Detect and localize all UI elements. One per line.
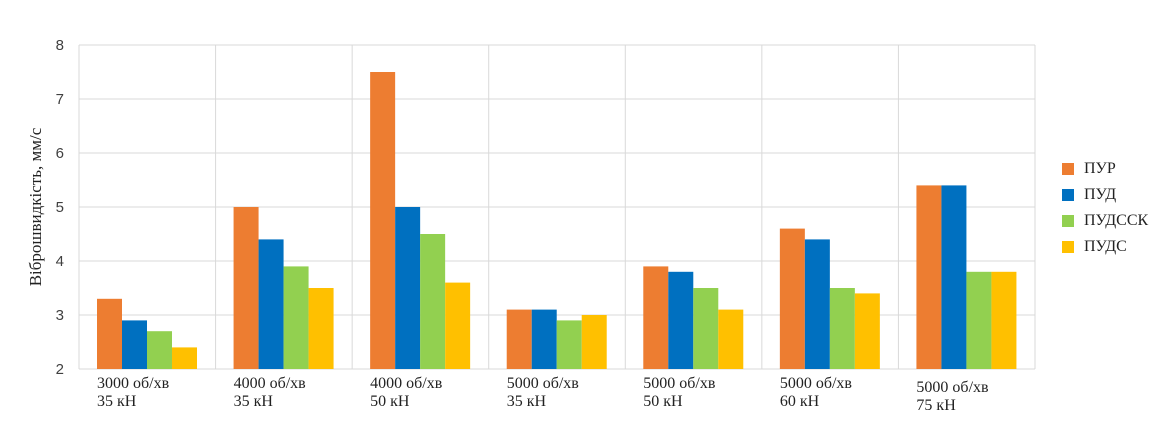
y-axis-label: Віброшвидкість, мм/с	[26, 127, 45, 286]
bar	[779, 228, 805, 369]
x-category-label: 35 кН	[234, 393, 274, 410]
legend-label: ПУР	[1084, 160, 1116, 177]
x-category-label: 5000 об/хв	[507, 375, 580, 392]
x-category-label: 60 кН	[780, 393, 820, 410]
legend-label: ПУДС	[1084, 238, 1127, 255]
legend-swatch	[1062, 215, 1074, 227]
x-category-label: 5000 об/хв	[643, 375, 716, 392]
y-tick-label: 6	[56, 145, 64, 162]
legend-swatch	[1062, 241, 1074, 253]
x-category-label: 5000 об/хв	[916, 379, 989, 396]
legend-swatch	[1062, 163, 1074, 175]
bar	[829, 288, 855, 369]
legend-swatch	[1062, 189, 1074, 201]
y-tick-label: 7	[56, 91, 64, 108]
bar	[445, 282, 471, 369]
bar	[531, 309, 557, 369]
bar	[941, 185, 967, 369]
x-category-label: 3000 об/хв	[97, 375, 170, 392]
x-category-label: 50 кН	[643, 393, 683, 410]
bar	[370, 72, 396, 369]
bar	[420, 234, 446, 369]
bar	[308, 288, 334, 369]
legend: ПУР ПУД ПУДССК ПУДС	[1062, 156, 1148, 260]
y-tick-label: 8	[56, 37, 64, 54]
bar	[97, 298, 122, 369]
bar	[668, 271, 694, 369]
bar	[172, 347, 197, 369]
y-tick-label: 2	[56, 361, 64, 378]
bar	[556, 320, 582, 369]
bar	[718, 309, 744, 369]
legend-item-pur: ПУР	[1062, 156, 1148, 182]
bar	[991, 271, 1017, 369]
y-tick-label: 5	[56, 199, 64, 216]
bar	[258, 239, 284, 369]
x-category-label: 50 кН	[370, 393, 410, 410]
bar	[854, 293, 880, 369]
legend-label: ПУД	[1084, 186, 1117, 203]
bar	[693, 288, 719, 369]
legend-item-pud: ПУД	[1062, 182, 1148, 208]
bar	[283, 266, 309, 369]
bar	[233, 207, 259, 369]
bar	[506, 309, 532, 369]
bar	[916, 185, 942, 369]
x-category-label: 35 кН	[97, 393, 137, 410]
bar	[147, 331, 172, 369]
y-tick-label: 4	[56, 253, 64, 270]
x-category-label: 5000 об/хв	[780, 375, 853, 392]
x-category-label: 4000 об/хв	[370, 375, 443, 392]
bar	[581, 315, 607, 369]
legend-item-puds: ПУДС	[1062, 234, 1148, 260]
x-category-label: 75 кН	[916, 397, 956, 414]
x-category-label: 4000 об/хв	[234, 375, 307, 392]
y-tick-label: 3	[56, 307, 64, 324]
legend-label: ПУДССК	[1084, 212, 1149, 229]
bar	[122, 320, 147, 369]
x-category-label: 35 кН	[507, 393, 547, 410]
bar	[643, 266, 669, 369]
legend-item-pudssk: ПУДССК	[1062, 208, 1148, 234]
bar	[395, 207, 421, 369]
bar	[804, 239, 830, 369]
bar	[966, 271, 992, 369]
